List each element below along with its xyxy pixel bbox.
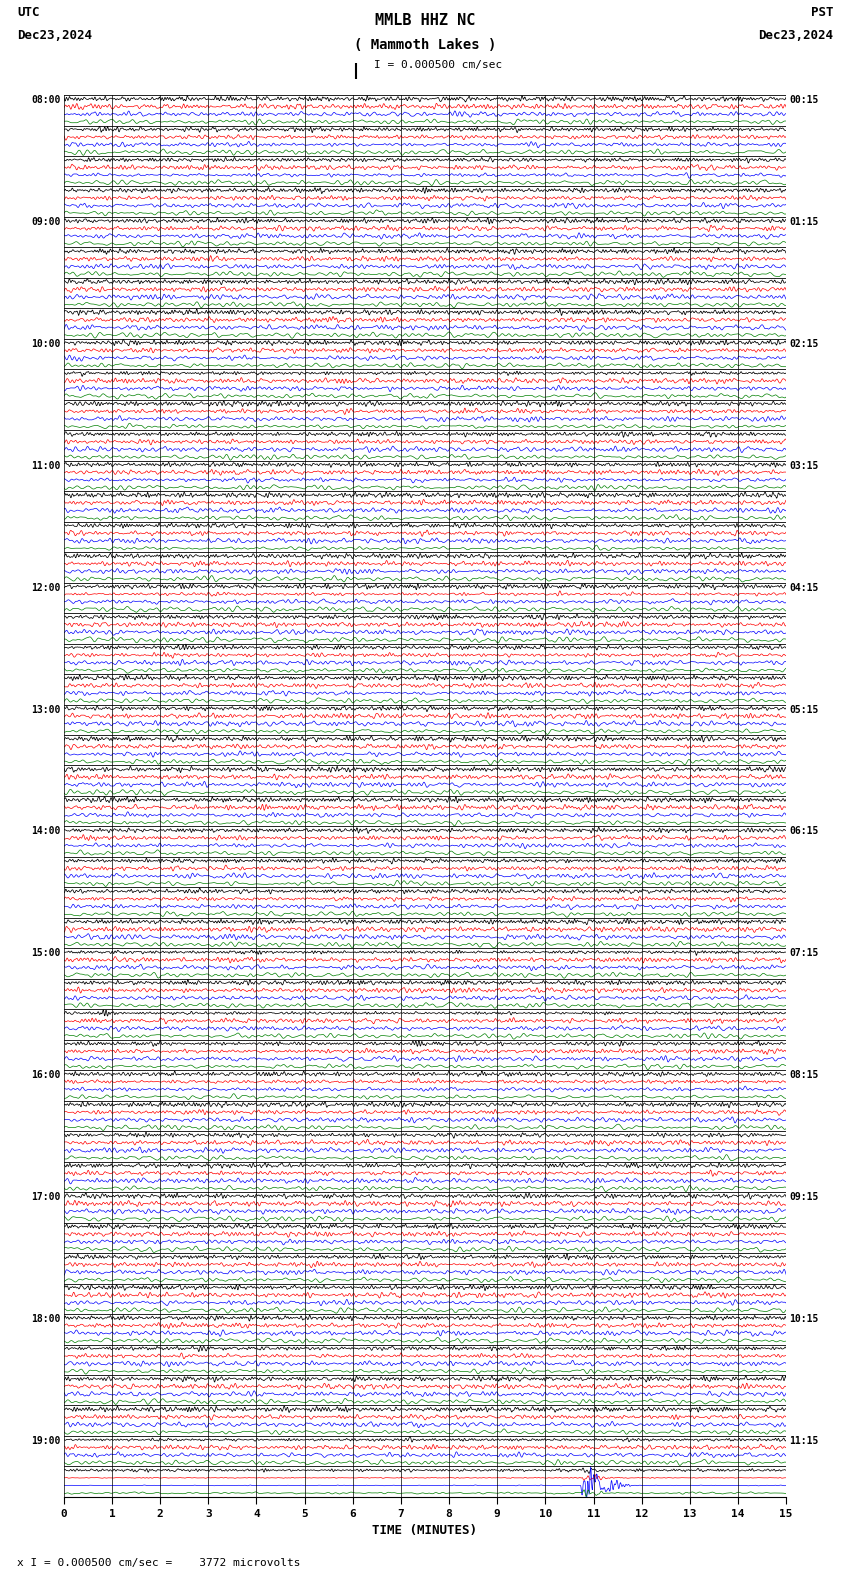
Text: 04:15: 04:15 — [789, 583, 819, 592]
Text: 00:15: 00:15 — [789, 95, 819, 105]
Text: 15:00: 15:00 — [31, 949, 61, 958]
Text: 14:00: 14:00 — [31, 827, 61, 836]
Text: 05:15: 05:15 — [789, 705, 819, 714]
Text: 06:15: 06:15 — [789, 827, 819, 836]
Text: 10:00: 10:00 — [31, 339, 61, 348]
Text: 16:00: 16:00 — [31, 1071, 61, 1080]
Text: 03:15: 03:15 — [789, 461, 819, 470]
Text: Dec23,2024: Dec23,2024 — [17, 29, 92, 41]
Text: 09:00: 09:00 — [31, 217, 61, 227]
Text: 11:15: 11:15 — [789, 1437, 819, 1446]
X-axis label: TIME (MINUTES): TIME (MINUTES) — [372, 1524, 478, 1536]
Text: MMLB HHZ NC: MMLB HHZ NC — [375, 13, 475, 27]
Text: Dec23,2024: Dec23,2024 — [758, 29, 833, 41]
Text: UTC: UTC — [17, 6, 39, 19]
Text: 11:00: 11:00 — [31, 461, 61, 470]
Text: 01:15: 01:15 — [789, 217, 819, 227]
Text: 08:15: 08:15 — [789, 1071, 819, 1080]
Text: 13:00: 13:00 — [31, 705, 61, 714]
Text: 19:00: 19:00 — [31, 1437, 61, 1446]
Text: PST: PST — [811, 6, 833, 19]
Text: 12:00: 12:00 — [31, 583, 61, 592]
Text: 10:15: 10:15 — [789, 1315, 819, 1324]
Text: 08:00: 08:00 — [31, 95, 61, 105]
Text: 18:00: 18:00 — [31, 1315, 61, 1324]
Text: 09:15: 09:15 — [789, 1193, 819, 1202]
Text: ( Mammoth Lakes ): ( Mammoth Lakes ) — [354, 38, 496, 52]
Text: x I = 0.000500 cm/sec =    3772 microvolts: x I = 0.000500 cm/sec = 3772 microvolts — [17, 1559, 301, 1568]
Text: 17:00: 17:00 — [31, 1193, 61, 1202]
Text: I = 0.000500 cm/sec: I = 0.000500 cm/sec — [374, 60, 502, 70]
Text: 02:15: 02:15 — [789, 339, 819, 348]
Text: 07:15: 07:15 — [789, 949, 819, 958]
